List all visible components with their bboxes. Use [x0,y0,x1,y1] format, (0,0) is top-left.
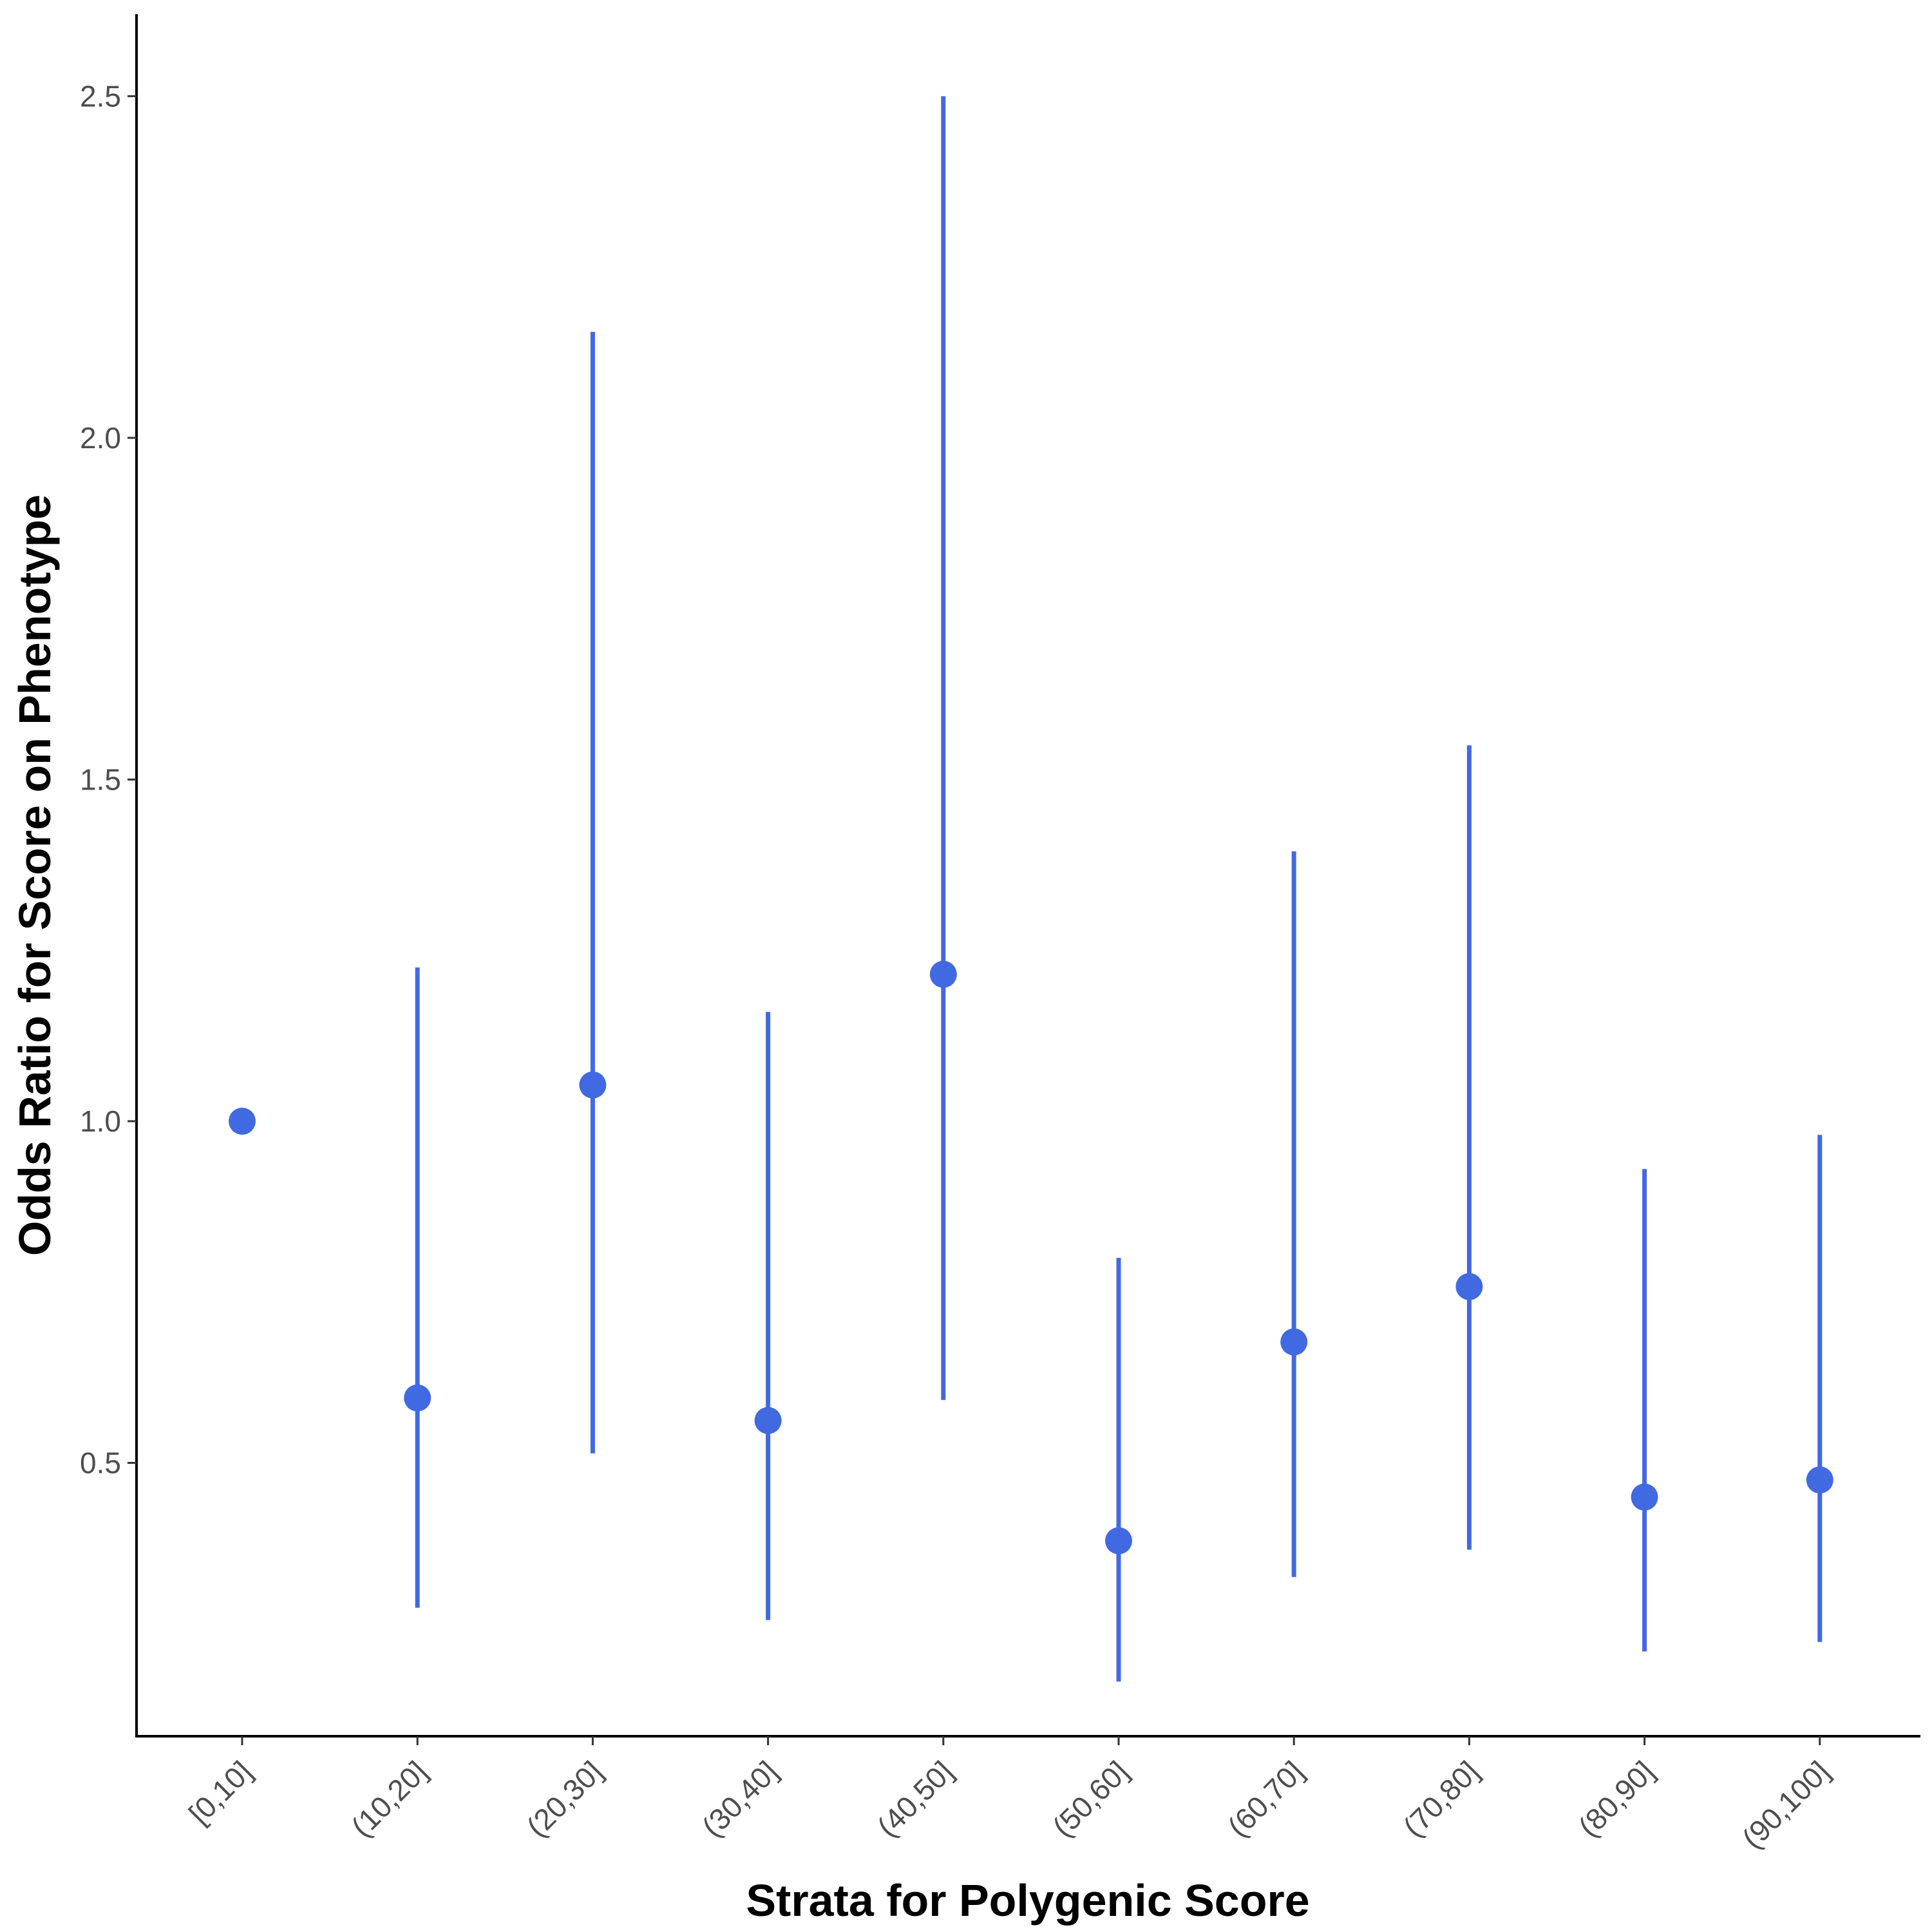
data-point [404,1384,431,1412]
y-tick-label: 2.0 [80,421,121,455]
x-tick-label: (20,30] [520,1754,609,1843]
data-point [1105,1527,1132,1555]
data-point [1455,1273,1483,1300]
x-tick-label: (30,40] [696,1754,784,1843]
data-point [1631,1483,1658,1511]
x-tick-label: (60,70] [1221,1754,1310,1843]
data-point [579,1071,607,1099]
y-tick-label: 1.5 [80,762,121,796]
x-tick-label: [0,10] [182,1754,258,1830]
x-tick-label: (50,60] [1046,1754,1135,1843]
y-tick-label: 2.5 [80,79,121,113]
data-point [1280,1328,1308,1356]
y-tick-label: 0.5 [80,1446,121,1480]
error-bars [415,96,1823,1682]
data-point [754,1406,782,1434]
x-tick-label: (40,50] [871,1754,960,1843]
x-axis-ticks: [0,10] (10,20] (20,30] (30,40] (40,50] (50,60… [182,1736,1836,1855]
x-tick-label: (90,100] [1736,1754,1836,1855]
data-points [229,960,1833,1555]
x-tick-label: (70,80] [1396,1754,1485,1843]
y-axis-ticks: 0.5 1.0 1.5 2.0 2.5 [80,79,137,1480]
x-axis-title: Strata for Polygenic Score [746,1875,1309,1926]
x-tick-label: (80,90] [1572,1754,1661,1843]
data-point [1806,1466,1833,1494]
x-tick-label: (10,20] [345,1754,433,1843]
data-point [929,960,957,988]
data-point [229,1108,256,1135]
y-axis-title: Odds Ratio for Score on Phenotype [10,495,60,1256]
y-tick-label: 1.0 [80,1104,121,1138]
